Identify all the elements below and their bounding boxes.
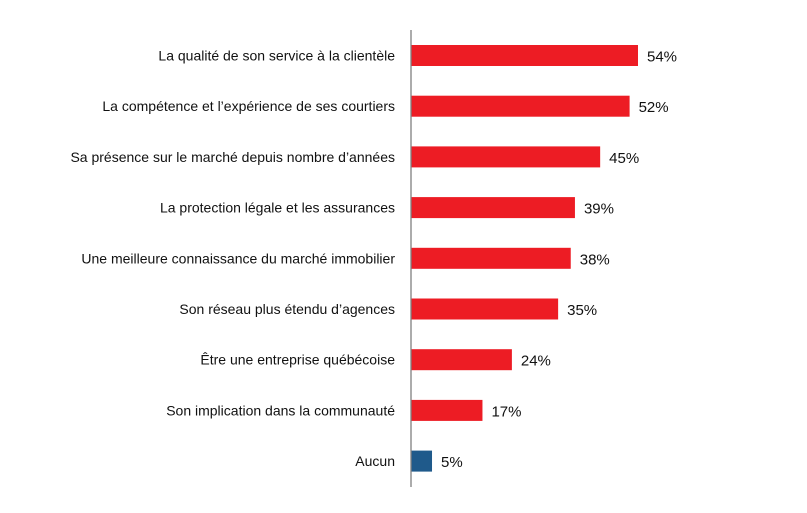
bar — [411, 399, 483, 421]
bar — [411, 247, 571, 269]
data-label: 52% — [639, 99, 669, 116]
category-label: La compétence et l’expérience de ses cou… — [102, 98, 395, 114]
data-label: 17% — [491, 403, 521, 420]
data-label: 35% — [567, 302, 597, 319]
category-label: Une meilleure connaissance du marché imm… — [81, 250, 395, 266]
bar — [411, 95, 630, 117]
category-label: La qualité de son service à la clientèle — [158, 48, 395, 64]
data-label: 45% — [609, 150, 639, 167]
data-label: 5% — [441, 454, 463, 471]
category-label: Être une entreprise québécoise — [200, 352, 395, 368]
bar — [411, 298, 559, 320]
category-label: Son réseau plus étendu d’agences — [179, 301, 395, 317]
category-label: Sa présence sur le marché depuis nombre … — [70, 149, 395, 165]
bar — [411, 197, 575, 219]
bar — [411, 450, 433, 472]
data-label: 38% — [580, 251, 610, 268]
data-label: 54% — [647, 49, 677, 66]
data-label: 39% — [584, 201, 614, 218]
bar — [411, 146, 601, 168]
category-label: La protection légale et les assurances — [160, 200, 395, 216]
bar — [411, 45, 638, 66]
category-label: Son implication dans la communauté — [166, 402, 395, 418]
data-label: 24% — [521, 353, 551, 370]
bar — [411, 349, 512, 371]
category-label: Aucun — [355, 453, 395, 469]
